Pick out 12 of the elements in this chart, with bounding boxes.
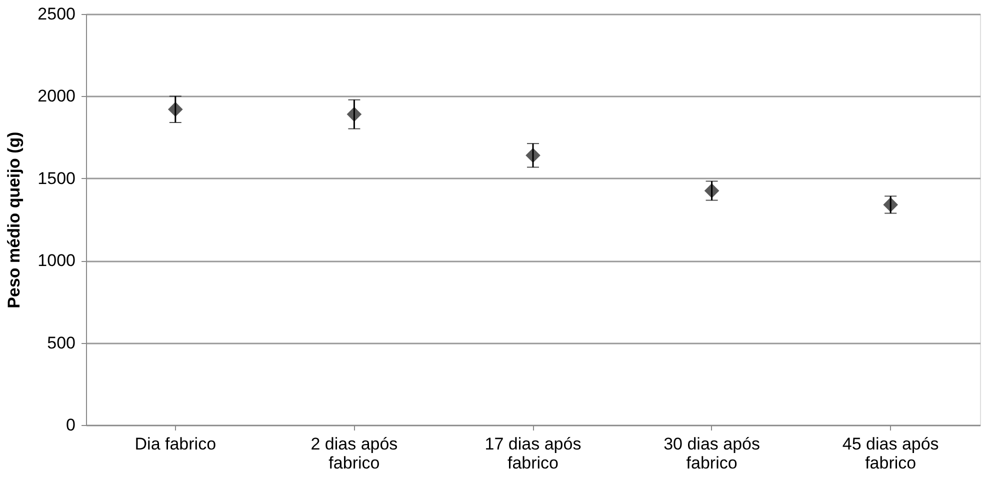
x-tick-label: Dia fabrico (134, 434, 216, 454)
x-tick-label: 30 dias após fabrico (664, 434, 760, 472)
x-tick-label: 2 dias após fabrico (310, 434, 398, 472)
x-tick-label: 45 dias após fabrico (842, 434, 939, 472)
y-tick-label: 2000 (38, 86, 76, 106)
y-tick-label: 500 (47, 333, 76, 352)
x-tick-label: 17 dias após fabrico (484, 434, 582, 472)
y-tick-label: 2500 (38, 4, 76, 24)
y-tick-label: 1500 (38, 168, 76, 188)
y-tick-label: 0 (66, 416, 76, 434)
y-tick-label: 1000 (38, 251, 76, 270)
y-axis-title: Peso médio queijo (g) (4, 132, 24, 308)
